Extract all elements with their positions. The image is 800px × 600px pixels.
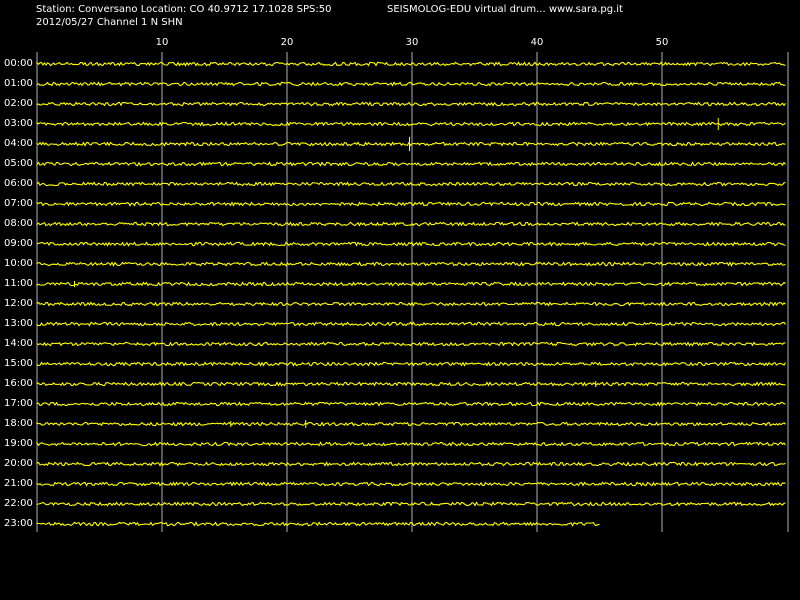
hour-label: 19:00 [4, 438, 33, 449]
hour-trace [36, 481, 786, 487]
seismic-traces [36, 61, 786, 527]
date-channel-info: 2012/05/27 Channel 1 N SHN [36, 17, 183, 28]
hour-trace [36, 341, 786, 347]
hour-trace [36, 241, 786, 247]
minute-tick-label: 40 [530, 37, 544, 48]
minute-gridlines [36, 52, 789, 532]
hour-trace [36, 321, 786, 327]
hour-label: 14:00 [4, 338, 33, 349]
hour-label: 18:00 [4, 418, 33, 429]
hour-trace [36, 221, 786, 227]
hour-trace [36, 81, 786, 87]
hour-label: 22:00 [4, 498, 33, 509]
hour-trace [36, 161, 786, 167]
hour-label: 17:00 [4, 398, 33, 409]
hour-label: 21:00 [4, 478, 33, 489]
hour-label: 23:00 [4, 518, 33, 529]
hour-label: 11:00 [4, 278, 33, 289]
hour-trace [36, 361, 786, 367]
hour-trace [36, 181, 786, 187]
hour-label: 04:00 [4, 138, 33, 149]
minute-tick-label: 30 [405, 37, 419, 48]
hour-trace [36, 101, 786, 107]
hour-trace [36, 301, 786, 307]
hour-label: 03:00 [4, 118, 33, 129]
hour-trace [36, 501, 786, 507]
hour-trace [36, 461, 786, 467]
minute-tick-label: 10 [155, 37, 169, 48]
hour-trace [36, 421, 786, 427]
hour-trace [36, 261, 786, 267]
hour-label: 20:00 [4, 458, 33, 469]
hour-label: 02:00 [4, 98, 33, 109]
hour-trace [36, 441, 786, 447]
hour-label: 05:00 [4, 158, 33, 169]
hour-label: 09:00 [4, 238, 33, 249]
hour-label: 12:00 [4, 298, 33, 309]
hour-trace [36, 201, 786, 207]
hour-trace [36, 141, 786, 147]
hour-trace [36, 401, 786, 407]
hour-trace [36, 281, 786, 287]
hour-label: 13:00 [4, 318, 33, 329]
hour-label: 16:00 [4, 378, 33, 389]
minute-tick-label: 20 [280, 37, 294, 48]
hour-label: 07:00 [4, 198, 33, 209]
hour-label: 10:00 [4, 258, 33, 269]
hour-label: 01:00 [4, 78, 33, 89]
hour-label: 00:00 [4, 58, 33, 69]
hour-trace [36, 121, 786, 127]
hour-trace [36, 381, 786, 387]
hour-trace [36, 521, 600, 527]
hour-label: 15:00 [4, 358, 33, 369]
station-info: Station: Conversano Location: CO 40.9712… [36, 4, 332, 15]
hour-label: 06:00 [4, 178, 33, 189]
hour-trace [36, 61, 786, 67]
minute-tick-label: 50 [655, 37, 669, 48]
app-title: SEISMOLOG-EDU virtual drum... www.sara.p… [387, 4, 623, 15]
hour-label: 08:00 [4, 218, 33, 229]
